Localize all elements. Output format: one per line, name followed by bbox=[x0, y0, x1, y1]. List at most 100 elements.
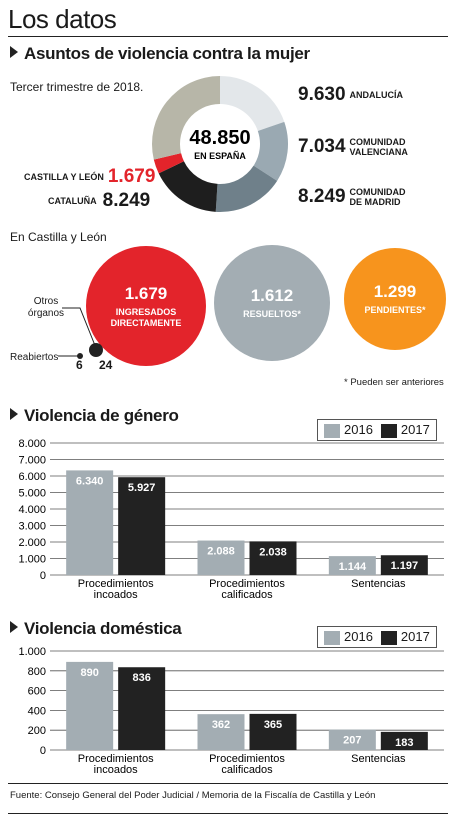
y-tick-label: 200 bbox=[28, 725, 46, 737]
x-category-label: Procedimientos bbox=[78, 753, 154, 765]
circle-pendientes: 1.299 PENDIENTES* bbox=[344, 248, 446, 350]
y-tick-label: 8.000 bbox=[18, 438, 46, 450]
donut-center-value: 48.850 bbox=[189, 127, 250, 149]
bar-value-label: 207 bbox=[343, 735, 361, 747]
bar-2016 bbox=[66, 661, 114, 750]
circle-label: RESUELTOS* bbox=[243, 309, 301, 319]
section-title-genero: Violencia de género bbox=[10, 406, 179, 426]
y-tick-label: 1.000 bbox=[18, 646, 46, 658]
bar-value-label: 183 bbox=[395, 737, 413, 749]
x-category-label: Sentencias bbox=[351, 753, 406, 765]
region-label: CASTILLA Y LEÓN bbox=[24, 172, 104, 182]
small-circles bbox=[58, 307, 103, 359]
circle-label: INGRESADOS DIRECTAMENTE bbox=[110, 306, 182, 328]
region-valencia: 7.034 COMUNIDAD VALENCIANA bbox=[298, 136, 414, 158]
y-tick-label: 6.000 bbox=[18, 471, 46, 483]
legend-item-2017: 2017 bbox=[380, 629, 430, 645]
x-category-label: Sentencias bbox=[351, 578, 406, 590]
region-label: COMUNIDAD DE MADRID bbox=[349, 187, 406, 207]
triangle-icon bbox=[10, 46, 18, 58]
region-madrid: 8.249 COMUNIDAD DE MADRID bbox=[298, 186, 414, 208]
bottom-rule bbox=[8, 813, 448, 814]
legend-domestica: 2016 2017 bbox=[317, 626, 437, 648]
bar-2016 bbox=[197, 714, 245, 750]
section-title-text: Asuntos de violencia contra la mujer bbox=[24, 44, 310, 63]
cyl-subtitle: En Castilla y León bbox=[10, 230, 107, 244]
region-label: COMUNIDAD VALENCIANA bbox=[349, 137, 408, 157]
region-cataluna: CATALUÑA 8.249 bbox=[48, 190, 150, 212]
legend-swatch bbox=[380, 423, 397, 438]
bar-value-label: 2.038 bbox=[259, 546, 287, 558]
triangle-icon bbox=[10, 408, 18, 420]
legend-label: 2016 bbox=[344, 422, 373, 438]
y-tick-label: 5.000 bbox=[18, 488, 46, 500]
x-category-label: calificados bbox=[221, 589, 273, 601]
y-tick-label: 400 bbox=[28, 705, 46, 717]
region-value: 8.249 bbox=[298, 186, 346, 207]
bar-value-label: 836 bbox=[132, 672, 150, 684]
source-rule bbox=[8, 783, 448, 784]
x-category-label: Procedimientos bbox=[209, 578, 285, 590]
legend-label: 2017 bbox=[400, 422, 430, 438]
bar-value-label: 6.340 bbox=[76, 475, 104, 487]
x-category-label: Procedimientos bbox=[78, 578, 154, 590]
otros-dot bbox=[89, 343, 103, 357]
legend-swatch bbox=[380, 630, 397, 645]
donut-slice bbox=[153, 153, 184, 174]
y-tick-label: 0 bbox=[40, 570, 46, 582]
reabiertos-dot bbox=[77, 353, 83, 359]
legend-genero: 2016 2017 bbox=[317, 419, 437, 441]
otros-value: 24 bbox=[99, 358, 113, 372]
bar-value-label: 890 bbox=[80, 667, 98, 679]
region-value: 1.679 bbox=[107, 166, 156, 187]
legend-swatch bbox=[324, 630, 340, 645]
circle-resueltos: 1.612 RESUELTOS* bbox=[214, 245, 330, 361]
page-title: Los datos bbox=[8, 4, 117, 34]
bar-2016 bbox=[197, 540, 245, 575]
region-label: ANDALUCÍA bbox=[349, 90, 404, 100]
source-text: Fuente: Consejo General del Poder Judici… bbox=[10, 790, 376, 801]
bar-value-label: 5.927 bbox=[128, 482, 156, 494]
region-value: 9.630 bbox=[298, 84, 346, 105]
legend-swatch bbox=[324, 423, 340, 438]
section-title-text: Violencia doméstica bbox=[24, 619, 182, 638]
y-tick-label: 7.000 bbox=[18, 455, 46, 467]
legend-item-2017: 2017 bbox=[380, 422, 430, 438]
region-label: CATALUÑA bbox=[48, 196, 97, 206]
bar-2017 bbox=[380, 555, 428, 575]
circle-value: 1.299 bbox=[373, 282, 417, 301]
connector-line-otros bbox=[62, 307, 97, 349]
bar-2017 bbox=[249, 713, 297, 750]
section-subtitle: Tercer trimestre de 2018. bbox=[10, 80, 144, 94]
bar-value-label: 2.088 bbox=[207, 546, 235, 558]
y-tick-label: 3.000 bbox=[18, 521, 46, 533]
triangle-icon bbox=[10, 621, 18, 633]
donut-chart: 48.850 EN ESPAÑA bbox=[152, 76, 288, 212]
y-tick-label: 0 bbox=[40, 745, 46, 757]
x-category-label: incoados bbox=[94, 764, 139, 776]
footnote: * Pueden ser anteriores bbox=[344, 377, 444, 388]
donut-slice bbox=[152, 76, 220, 160]
donut-slice bbox=[220, 76, 285, 131]
region-castilla-leon: CASTILLA Y LEÓN 1.679 bbox=[24, 166, 155, 188]
bar-2016 bbox=[328, 556, 376, 575]
bar-value-label: 365 bbox=[264, 719, 282, 731]
reabiertos-value: 6 bbox=[76, 358, 83, 372]
bar-2017 bbox=[380, 731, 428, 750]
circle-ingresados: 1.679 INGRESADOS DIRECTAMENTE bbox=[86, 246, 206, 366]
donut-slice bbox=[215, 165, 278, 212]
bar-chart-genero: 0 1.000 2.000 3.000 4.000 5.000 6.000 7.000 8.00… bbox=[18, 438, 444, 601]
legend-item-2016: 2016 bbox=[324, 422, 373, 438]
donut-slice bbox=[158, 161, 218, 212]
donut-center-label: EN ESPAÑA bbox=[194, 151, 246, 161]
bar-value-label: 1.144 bbox=[339, 561, 367, 573]
x-category-label: Procedimientos bbox=[209, 753, 285, 765]
donut-slice bbox=[253, 121, 288, 181]
bar-value-label: 1.197 bbox=[391, 560, 419, 572]
bar-2016 bbox=[328, 729, 376, 750]
y-tick-label: 600 bbox=[28, 686, 46, 698]
legend-label: 2017 bbox=[400, 629, 430, 645]
section-title-domestica: Violencia doméstica bbox=[10, 619, 182, 639]
legend-label: 2016 bbox=[344, 629, 373, 645]
